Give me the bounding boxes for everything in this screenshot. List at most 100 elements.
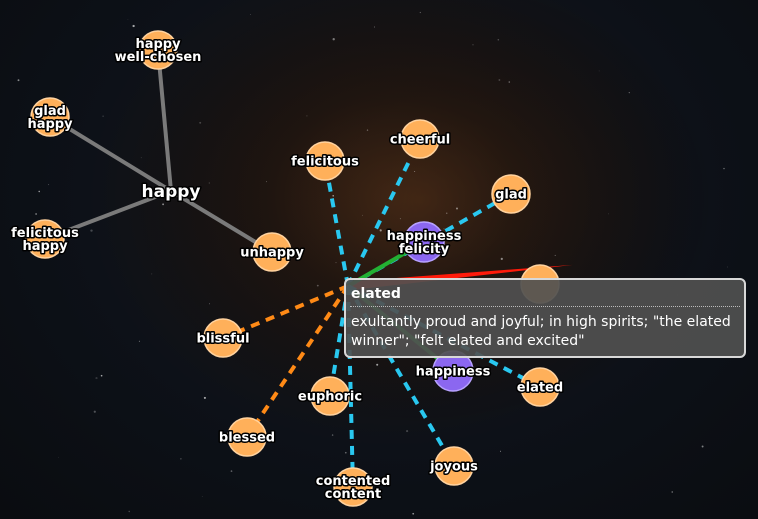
star [209, 303, 210, 305]
node-label: joyous [429, 460, 478, 475]
tooltip-word: elated [350, 284, 740, 307]
node-label: glad [495, 188, 527, 203]
star [102, 115, 104, 117]
node-label: unhappy [240, 246, 304, 261]
star [151, 273, 153, 275]
node-label: elated [517, 381, 563, 396]
star [366, 129, 369, 131]
star [472, 44, 474, 46]
node-label: happy [135, 37, 181, 52]
star [38, 190, 40, 193]
star [399, 218, 401, 220]
star [419, 11, 421, 14]
star [497, 38, 500, 41]
star [127, 19, 129, 20]
node-cheerful[interactable]: cheerful [388, 119, 452, 159]
node-circle [400, 119, 440, 159]
node-euphoric[interactable]: euphoric [296, 376, 364, 416]
star [598, 70, 600, 72]
node-label: glad [34, 104, 66, 119]
node-circle [520, 367, 560, 407]
star-field [17, 11, 730, 515]
node-label: happy [22, 239, 68, 254]
star [508, 81, 511, 83]
node-label: blessed [219, 431, 275, 446]
node-happy-hub[interactable]: happy [140, 180, 202, 203]
node-label: felicitous [11, 226, 79, 241]
star [266, 181, 267, 183]
star [671, 491, 673, 493]
node-unhappy[interactable]: unhappy [239, 232, 306, 272]
star [701, 445, 704, 448]
node-circle [434, 446, 474, 486]
node-blissful[interactable]: blissful [195, 318, 251, 358]
star [58, 456, 59, 458]
node-felicitous[interactable]: felicitous [290, 141, 361, 181]
star [140, 157, 142, 159]
tooltip-definition: exultantly proud and joyful; in high spi… [351, 314, 731, 349]
star [456, 207, 458, 210]
star [306, 115, 308, 117]
node-happiness[interactable]: happiness [414, 350, 492, 392]
star [498, 79, 501, 81]
node-label: well-chosen [115, 50, 202, 65]
star [162, 203, 165, 206]
definition-tooltip: elated exultantly proud and joyful; in h… [344, 278, 746, 358]
node-circle [25, 219, 65, 259]
node-circle [203, 318, 243, 358]
node-label: cheerful [390, 133, 450, 148]
node-circle [138, 30, 178, 70]
star [132, 24, 135, 28]
node-label: contented [316, 474, 391, 489]
synonym-edge [323, 160, 350, 287]
node-circle [227, 417, 267, 457]
node-label: happiness [416, 365, 491, 380]
star [203, 396, 206, 399]
antonym-edge [345, 264, 573, 291]
star [379, 229, 382, 232]
node-joyous[interactable]: joyous [428, 446, 480, 486]
hub-edge [48, 115, 173, 193]
star [48, 184, 50, 186]
star [230, 470, 233, 472]
node-label: felicitous [291, 155, 359, 170]
star [93, 410, 96, 413]
star [138, 340, 140, 342]
star [95, 377, 98, 380]
node-elated-node[interactable]: elated [515, 367, 565, 407]
star [17, 79, 20, 82]
node-label: happy [142, 182, 201, 202]
node-circle [333, 467, 373, 507]
node-label: happiness [387, 229, 462, 244]
node-circle [310, 376, 350, 416]
hub-edge [156, 49, 173, 192]
star [723, 167, 725, 170]
node-glad[interactable]: glad [491, 174, 531, 214]
star [373, 26, 376, 28]
node-label: felicity [399, 242, 450, 257]
node-label: content [325, 487, 381, 502]
star [180, 458, 182, 460]
star [250, 13, 251, 15]
star [446, 212, 448, 214]
star [316, 284, 319, 287]
star [100, 374, 103, 377]
star [201, 496, 203, 497]
star [331, 434, 334, 436]
star [335, 262, 337, 264]
star [726, 266, 728, 268]
star [332, 195, 334, 197]
hub-edge [44, 189, 172, 241]
star [35, 213, 38, 215]
node-blessed[interactable]: blessed [217, 417, 277, 457]
star [412, 512, 415, 515]
star [628, 91, 630, 94]
star [608, 213, 609, 215]
synonym-edge [346, 138, 422, 287]
